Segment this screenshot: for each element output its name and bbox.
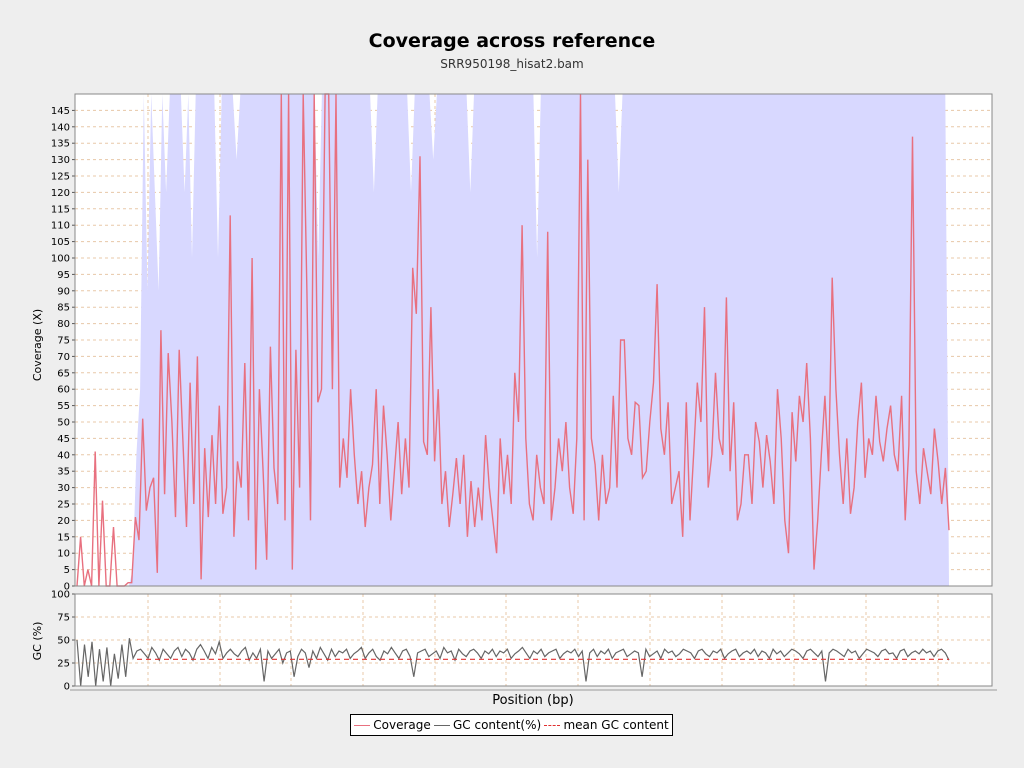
y-tick-label: 80 — [57, 319, 70, 330]
y-tick-label: 100 — [51, 590, 70, 601]
legend-item-gc: GC content(%) — [434, 718, 541, 732]
y-tick-label: 130 — [51, 155, 70, 166]
x-axis-label: Position (bp) — [492, 693, 573, 708]
legend: Coverage GC content(%) mean GC content — [350, 714, 673, 736]
gc-panel: 0 25 50 75 100 — [51, 590, 997, 693]
y-tick-label: 95 — [57, 270, 70, 281]
y-tick-label: 5 — [64, 565, 70, 576]
y-tick-label: 90 — [57, 286, 70, 297]
coverage-panel: 0 5 10 15 20 25 30 35 40 45 50 55 60 65 70 75 80 85 90 95 10… — [51, 93, 993, 593]
y-tick-label: 10 — [57, 549, 70, 560]
y-tick-label: 35 — [57, 467, 70, 478]
y-tick-label: 40 — [57, 450, 70, 461]
legend-item-coverage: Coverage — [354, 718, 431, 732]
y-tick-label: 45 — [57, 434, 70, 445]
gc-line — [76, 638, 950, 687]
gc-swatch — [434, 724, 450, 726]
legend-label: GC content(%) — [453, 718, 542, 732]
plot-border — [74, 593, 993, 687]
coverage-axis-label: Coverage (X) — [31, 309, 44, 381]
y-tick-label: 140 — [51, 122, 70, 133]
y-tick-label: 15 — [57, 532, 70, 543]
y-tick-label: 105 — [51, 237, 70, 248]
y-tick-label: 70 — [57, 352, 70, 363]
chart-subtitle: SRR950198_hisat2.bam — [440, 57, 584, 71]
y-tick-label: 75 — [57, 613, 70, 624]
y-tick-label: 50 — [57, 636, 70, 647]
y-tick-label: 25 — [57, 500, 70, 511]
y-tick-label: 65 — [57, 368, 70, 379]
gc-axis-label: GC (%) — [31, 622, 44, 661]
y-tick-label: 85 — [57, 303, 70, 314]
coverage-line — [76, 93, 950, 587]
y-tick-label: 50 — [57, 418, 70, 429]
y-tick-label: 115 — [51, 204, 70, 215]
y-tick-label: 25 — [57, 659, 70, 670]
y-tick-label: 20 — [57, 516, 70, 527]
legend-item-mean-gc: mean GC content — [544, 718, 669, 732]
plot-border — [74, 93, 993, 587]
mean-gc-swatch — [544, 724, 561, 726]
coverage-swatch — [354, 724, 371, 726]
y-tick-label: 60 — [57, 385, 70, 396]
legend-label: Coverage — [373, 718, 431, 732]
y-tick-label: 30 — [57, 483, 70, 494]
y-tick-label: 135 — [51, 139, 70, 150]
y-tick-label: 145 — [51, 106, 70, 117]
y-tick-label: 75 — [57, 336, 70, 347]
y-tick-label: 100 — [51, 254, 70, 265]
y-tick-label: 0 — [64, 582, 70, 593]
y-tick-label: 120 — [51, 188, 70, 199]
y-tick-label: 55 — [57, 401, 70, 412]
legend-label: mean GC content — [563, 718, 669, 732]
chart-title: Coverage across reference — [368, 30, 656, 52]
y-tick-label: 0 — [64, 682, 70, 693]
y-tick-label: 125 — [51, 172, 70, 183]
y-tick-label: 110 — [51, 221, 70, 232]
